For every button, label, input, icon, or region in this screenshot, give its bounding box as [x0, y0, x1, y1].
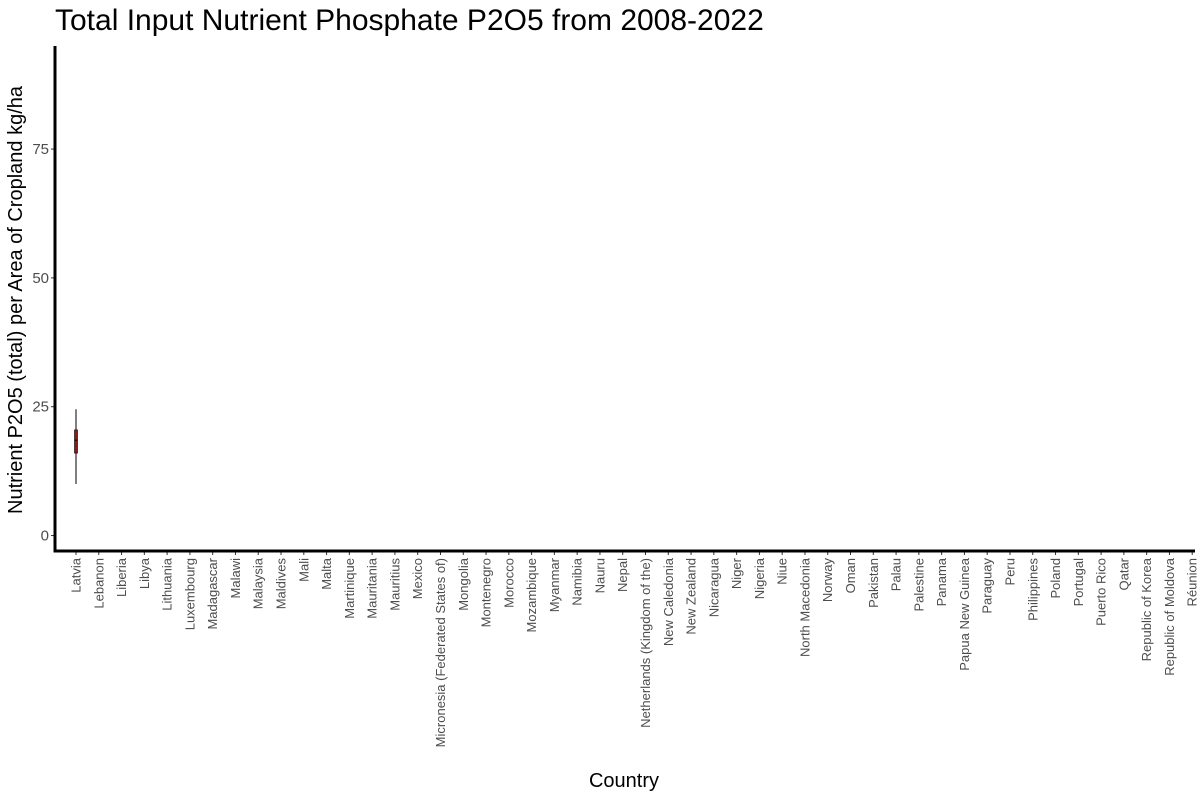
- x-axis-title: Country: [589, 770, 659, 792]
- chart-title: Total Input Nutrient Phosphate P2O5 from…: [55, 4, 764, 37]
- x-tick-label: Malaysia: [251, 557, 266, 609]
- y-tick-label: 75: [32, 141, 49, 158]
- x-tick-label: North Macedonia: [797, 557, 812, 657]
- x-tick-label: Philippines: [1025, 558, 1040, 621]
- x-tick-label: Papua New Guinea: [957, 557, 972, 671]
- x-tick-label: Luxembourg: [182, 558, 197, 630]
- x-tick-label: Montenegro: [479, 558, 494, 627]
- x-axis-ticks: Latvia Lebanon Liberia Libya Lithuania Luxemb…: [69, 551, 1200, 747]
- x-tick-label: Republic of Korea: [1139, 557, 1154, 661]
- x-tick-label: Portugal: [1071, 558, 1086, 607]
- x-tick-label: Pakistan: [866, 558, 881, 608]
- x-tick-label: Peru: [1002, 558, 1017, 585]
- x-tick-label: Mauritania: [365, 557, 380, 618]
- x-tick-label: Malta: [319, 557, 334, 590]
- x-tick-label: Norway: [820, 558, 835, 603]
- y-axis-title: Nutrient P2O5 (total) per Area of Cropla…: [5, 85, 27, 514]
- x-tick-label: Mongolia: [456, 557, 471, 611]
- x-tick-label: Mauritius: [387, 558, 402, 611]
- x-tick-label: New Caledonia: [661, 557, 676, 646]
- x-tick-label: Mozambique: [524, 558, 539, 632]
- x-tick-label: Panama: [934, 557, 949, 606]
- x-tick-label: Latvia: [69, 557, 84, 592]
- x-tick-label: Martinique: [342, 558, 357, 619]
- x-tick-label: Niger: [729, 557, 744, 589]
- x-tick-label: Lebanon: [91, 558, 106, 609]
- x-tick-label: Poland: [1048, 558, 1063, 598]
- x-tick-label: Madagascar: [205, 557, 220, 629]
- y-axis-ticks: 0 25 50 75: [32, 141, 55, 545]
- x-tick-label: Myanmar: [547, 557, 562, 612]
- x-tick-label: Niue: [775, 558, 790, 585]
- x-tick-label: Qatar: [1116, 557, 1131, 590]
- x-tick-label: Mali: [296, 558, 311, 582]
- x-tick-label: Maldives: [274, 558, 289, 610]
- x-tick-label: Netherlands (Kingdom of the): [638, 558, 653, 728]
- x-tick-label: Libya: [137, 557, 152, 589]
- x-tick-label: New Zealand: [684, 558, 699, 635]
- x-tick-label: Mexico: [410, 558, 425, 599]
- x-tick-label: Paraguay: [980, 558, 995, 614]
- x-tick-label: Puerto Rico: [1094, 558, 1109, 626]
- boxplot-boxes: [74, 409, 78, 485]
- y-tick-label: 50: [32, 270, 49, 287]
- y-tick-label: 0: [41, 528, 49, 545]
- x-tick-label: Palestine: [911, 558, 926, 611]
- x-tick-label: Malawi: [228, 558, 243, 599]
- box-iqr: [74, 429, 78, 454]
- x-tick-label: Réunion: [1185, 558, 1200, 606]
- x-tick-label: Namibia: [570, 557, 585, 605]
- x-tick-label: Nicaragua: [706, 557, 721, 617]
- x-tick-label: Morocco: [501, 558, 516, 608]
- x-tick-label: Nauru: [592, 558, 607, 593]
- x-tick-label: Nigeria: [752, 557, 767, 599]
- x-tick-label: Nepal: [615, 558, 630, 592]
- x-tick-label: Republic of Moldova: [1162, 557, 1177, 676]
- x-tick-label: Liberia: [114, 557, 129, 597]
- y-tick-label: 25: [32, 399, 49, 416]
- x-tick-label: Lithuania: [160, 557, 175, 611]
- x-tick-label: Oman: [843, 558, 858, 593]
- x-tick-label: Palau: [889, 558, 904, 591]
- x-tick-label: Micronesia (Federated States of): [433, 558, 448, 747]
